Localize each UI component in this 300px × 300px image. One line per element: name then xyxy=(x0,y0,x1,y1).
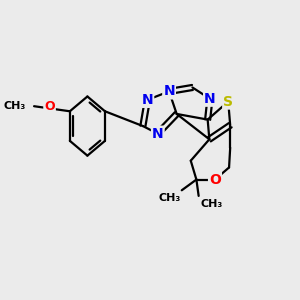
Text: O: O xyxy=(209,172,221,187)
Text: N: N xyxy=(152,127,164,141)
Text: O: O xyxy=(44,100,55,113)
Text: S: S xyxy=(223,94,233,109)
Text: CH₃: CH₃ xyxy=(4,101,26,111)
Text: N: N xyxy=(142,93,153,107)
Text: CH₃: CH₃ xyxy=(200,199,222,209)
Text: N: N xyxy=(204,92,216,106)
Text: N: N xyxy=(163,84,175,98)
Text: CH₃: CH₃ xyxy=(158,193,180,202)
